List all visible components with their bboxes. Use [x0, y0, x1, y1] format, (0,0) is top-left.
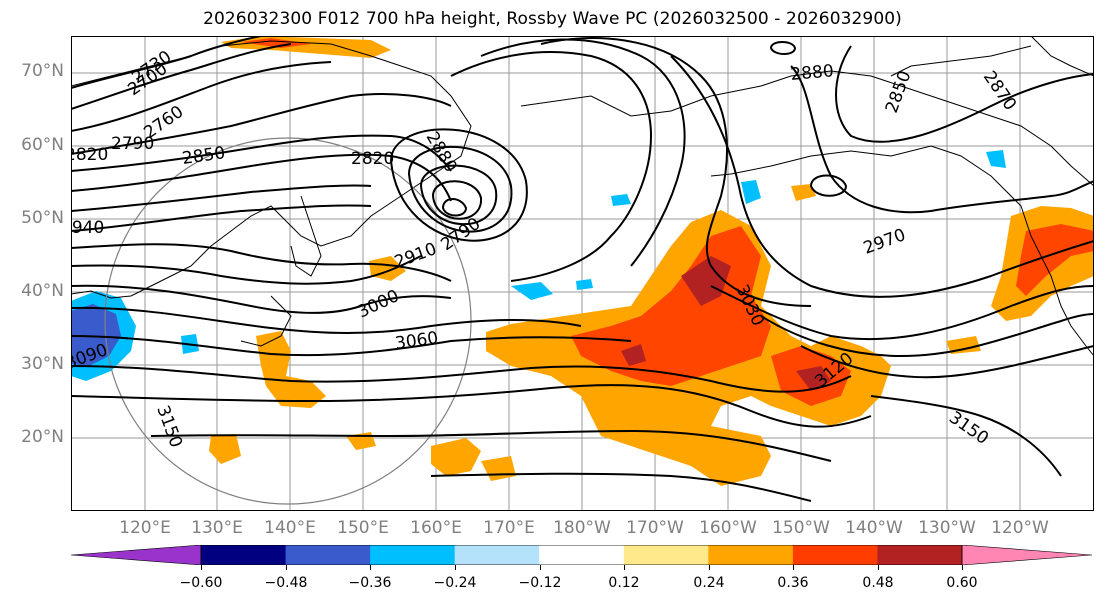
lon-label: 160°E — [410, 518, 462, 538]
contour-label: 2880 — [790, 61, 835, 85]
colorbar-tickmark — [962, 565, 963, 570]
contour-label: 2940 — [71, 218, 104, 238]
colorbar-tick-label: −0.12 — [518, 575, 562, 591]
lat-label-60n: 60°N — [21, 135, 64, 155]
map-canvas: 2700 2730 2760 2790 2820 2850 2820 2880 … — [71, 36, 1094, 511]
lon-label: 130°W — [918, 518, 976, 538]
colorbar-segment — [285, 545, 371, 565]
height-contours — [71, 36, 1094, 502]
colorbar-tick-label: 0.12 — [608, 575, 640, 591]
lon-label: 130°E — [191, 518, 243, 538]
lat-label-70n: 70°N — [21, 61, 64, 81]
colorbar-tickmark — [201, 565, 202, 570]
lat-label-50n: 50°N — [21, 208, 64, 228]
colorbar-tick-label: −0.60 — [179, 575, 223, 591]
colorbar-segment — [792, 545, 878, 565]
lat-label-20n: 20°N — [21, 427, 64, 447]
colorbar-segment — [454, 545, 540, 565]
contour-label: 2820 — [351, 149, 394, 169]
lon-label: 160°W — [699, 518, 757, 538]
contour-label: 3060 — [394, 328, 440, 354]
colorbar-outline — [200, 545, 963, 565]
lon-label: 140°E — [264, 518, 316, 538]
colorbar-tickmark — [793, 565, 794, 570]
colorbar-left-arrow — [71, 545, 202, 565]
lon-label: 180°W — [553, 518, 611, 538]
lon-label: 120°W — [991, 518, 1049, 538]
lat-label-40n: 40°N — [21, 281, 64, 301]
colorbar-tick-label: −0.48 — [264, 575, 308, 591]
colorbar-tickmark — [540, 565, 541, 570]
colorbar-tickmark — [455, 565, 456, 570]
colorbar-tickmark — [878, 565, 879, 570]
colorbar-tick-label: −0.36 — [348, 575, 392, 591]
contour-label: 2870 — [979, 67, 1020, 114]
lon-label: 140°W — [845, 518, 903, 538]
contour-label: 2850 — [882, 68, 916, 115]
colorbar-segment — [623, 545, 709, 565]
colorbar-segment — [370, 545, 456, 565]
map-panel[interactable]: 2700 2730 2760 2790 2820 2850 2820 2880 … — [71, 36, 1094, 511]
contour-label: 2790 — [111, 134, 154, 154]
colorbar-segment — [877, 545, 963, 565]
contour-label: 2820 — [71, 145, 108, 165]
colorbar-tick-label: 0.48 — [862, 575, 894, 591]
contour-label: 3150 — [152, 403, 186, 450]
colorbar-tick-label: −0.24 — [433, 575, 477, 591]
colorbar-tickmark — [370, 565, 371, 570]
contour-label: 2850 — [181, 143, 227, 169]
colorbar-tick-label: 0.24 — [693, 575, 725, 591]
lon-label: 170°E — [483, 518, 535, 538]
colorbar-segment — [708, 545, 794, 565]
lat-label-30n: 30°N — [21, 354, 64, 374]
colorbar-segments — [201, 545, 963, 565]
contour-label: 2970 — [861, 225, 908, 259]
contour-label: 3150 — [945, 408, 992, 449]
colorbar-segment — [201, 545, 287, 565]
contour-label: 2910 — [392, 239, 439, 273]
colorbar — [71, 545, 1092, 565]
colorbar-tickmark — [709, 565, 710, 570]
map-title: 2026032300 F012 700 hPa height, Rossby W… — [203, 9, 902, 29]
lon-label: 120°E — [119, 518, 171, 538]
colorbar-tick-label: 0.36 — [777, 575, 809, 591]
contour-label: 2880 — [422, 129, 461, 176]
colorbar-right-arrow — [961, 545, 1092, 565]
lon-label: 150°E — [337, 518, 389, 538]
lon-label: 170°W — [626, 518, 684, 538]
coastlines — [71, 36, 1094, 357]
lon-label: 150°W — [772, 518, 830, 538]
colorbar-segment — [539, 545, 625, 565]
colorbar-tickmark — [624, 565, 625, 570]
colorbar-tick-label: 0.60 — [946, 575, 978, 591]
colorbar-tickmark — [286, 565, 287, 570]
